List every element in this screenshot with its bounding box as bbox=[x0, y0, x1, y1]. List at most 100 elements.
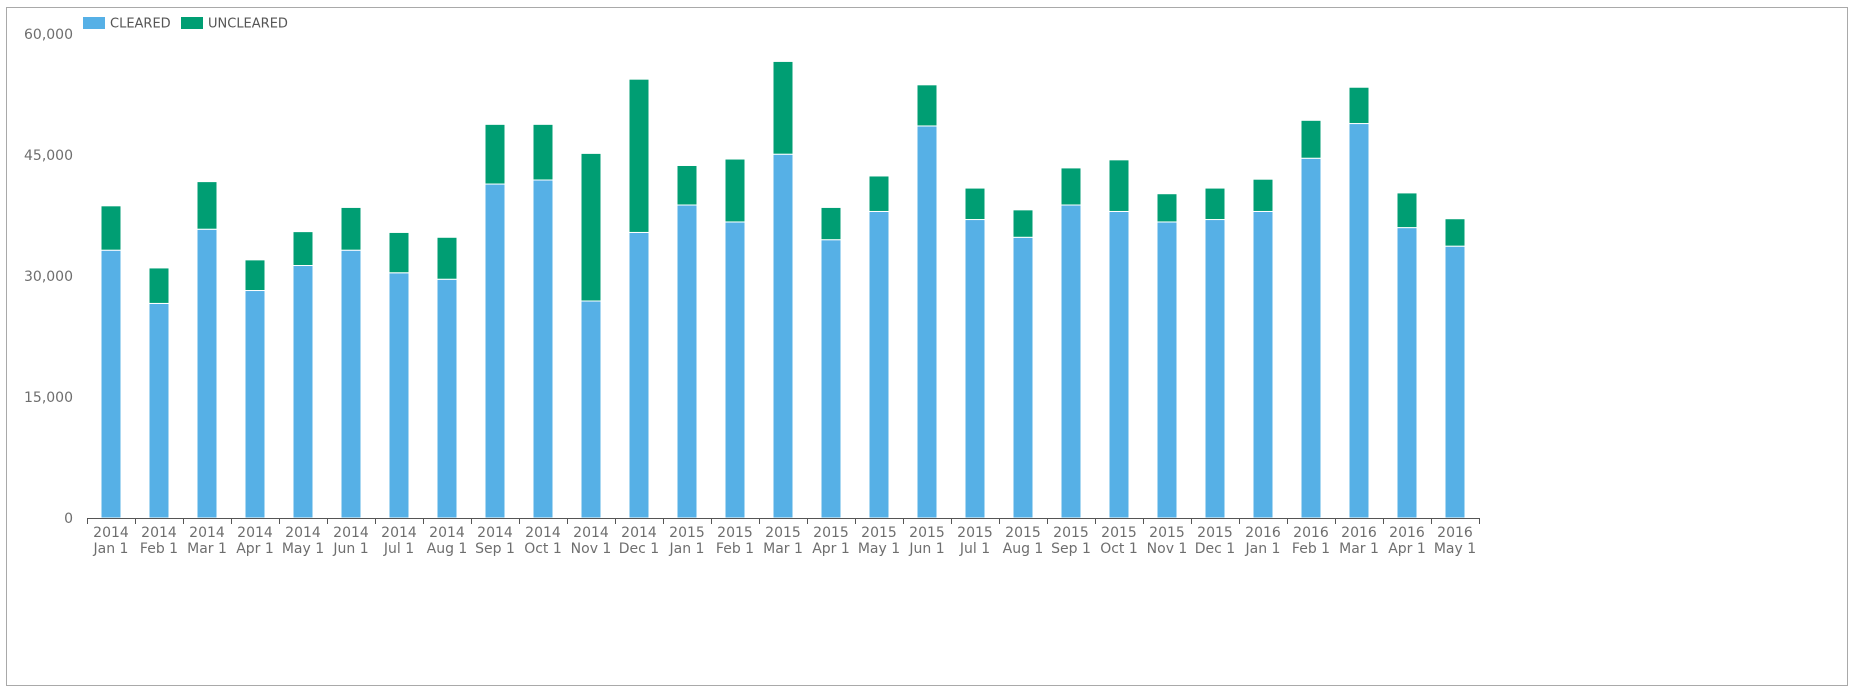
bar-segment-uncleared bbox=[1108, 159, 1130, 212]
bar-segment-cleared bbox=[1300, 157, 1322, 519]
x-tick-label-year: 2015 bbox=[1005, 525, 1041, 541]
bar-segment-uncleared bbox=[1012, 209, 1034, 238]
x-tick-label-date: May 1 bbox=[1434, 541, 1476, 557]
x-tick-label-date: Feb 1 bbox=[716, 541, 754, 557]
x-tick-label-year: 2014 bbox=[333, 525, 369, 541]
x-tick-label-year: 2015 bbox=[861, 525, 897, 541]
bar-segment-uncleared bbox=[388, 231, 410, 274]
x-tick-label-year: 2015 bbox=[813, 525, 849, 541]
x-tick-label-date: Mar 1 bbox=[1339, 541, 1379, 557]
bar-segment-uncleared bbox=[340, 206, 362, 251]
bar-segment-uncleared bbox=[148, 267, 170, 304]
x-tick-label-year: 2016 bbox=[1437, 525, 1473, 541]
bar-segment-uncleared bbox=[1156, 193, 1178, 223]
x-tick-label-year: 2016 bbox=[1245, 525, 1281, 541]
x-tick-label-year: 2016 bbox=[1389, 525, 1425, 541]
x-tick-label-date: Dec 1 bbox=[619, 541, 659, 557]
x-tick-label-date: Apr 1 bbox=[812, 541, 850, 557]
x-tick-label-year: 2014 bbox=[285, 525, 321, 541]
bar-segment-uncleared bbox=[1060, 167, 1082, 206]
bar-segment-uncleared bbox=[1252, 178, 1274, 212]
bar-segment-cleared bbox=[148, 302, 170, 519]
x-tick-label-year: 2015 bbox=[1149, 525, 1185, 541]
y-tick-label: 30,000 bbox=[24, 269, 73, 285]
x-tick-label-year: 2015 bbox=[1197, 525, 1233, 541]
x-tick-label-year: 2014 bbox=[237, 525, 273, 541]
y-tick-label: 15,000 bbox=[24, 390, 73, 406]
x-tick-label-year: 2014 bbox=[189, 525, 225, 541]
x-tick-label-date: Jul 1 bbox=[959, 541, 990, 557]
bar-segment-uncleared bbox=[436, 236, 458, 280]
x-tick-label-year: 2014 bbox=[141, 525, 177, 541]
x-tick-label-date: Apr 1 bbox=[236, 541, 274, 557]
bar-segment-cleared bbox=[676, 204, 698, 519]
bar-segment-cleared bbox=[1252, 210, 1274, 519]
x-tick-label-date: Jan 1 bbox=[93, 541, 129, 557]
bar-segment-cleared bbox=[1156, 221, 1178, 519]
x-tick-label-date: Sep 1 bbox=[1051, 541, 1091, 557]
x-tick-label-date: Apr 1 bbox=[1388, 541, 1426, 557]
x-tick-label-year: 2014 bbox=[381, 525, 417, 541]
x-tick-label-year: 2014 bbox=[93, 525, 129, 541]
x-tick-label-date: Jul 1 bbox=[383, 541, 414, 557]
x-tick-label-date: Nov 1 bbox=[571, 541, 612, 557]
y-tick-label: 45,000 bbox=[24, 148, 73, 164]
bar-segment-uncleared bbox=[964, 187, 986, 221]
x-tick-label-date: Sep 1 bbox=[475, 541, 515, 557]
bar-segment-uncleared bbox=[1204, 187, 1226, 221]
bar-segment-cleared bbox=[100, 249, 122, 519]
y-axis: 0 15,000 30,000 45,000 60,000 bbox=[24, 27, 73, 527]
x-tick-label-date: May 1 bbox=[282, 541, 324, 557]
bar-segment-uncleared bbox=[676, 164, 698, 206]
x-tick-label-date: Mar 1 bbox=[187, 541, 227, 557]
x-tick-label-date: Jan 1 bbox=[669, 541, 705, 557]
bar-segment-uncleared bbox=[1348, 86, 1370, 125]
x-tick-label-date: Oct 1 bbox=[524, 541, 562, 557]
bar-segment-uncleared bbox=[1444, 218, 1466, 247]
bar-segment-uncleared bbox=[100, 205, 122, 251]
bar-segment-uncleared bbox=[1396, 192, 1418, 229]
bar-segment-cleared bbox=[772, 153, 794, 519]
bar-segment-cleared bbox=[436, 278, 458, 519]
bar-segment-cleared bbox=[964, 219, 986, 519]
x-tick-label-year: 2015 bbox=[669, 525, 705, 541]
bar-segment-uncleared bbox=[868, 175, 890, 212]
y-tick-label: 0 bbox=[64, 511, 73, 527]
bar-segment-cleared bbox=[916, 125, 938, 519]
bar-segment-cleared bbox=[244, 290, 266, 519]
x-tick-label-year: 2015 bbox=[1101, 525, 1137, 541]
bar-segment-uncleared bbox=[484, 123, 506, 185]
bar-segment-cleared bbox=[292, 265, 314, 519]
x-tick-label-year: 2015 bbox=[1053, 525, 1089, 541]
x-tick-label-year: 2015 bbox=[765, 525, 801, 541]
x-tick-label-year: 2014 bbox=[477, 525, 513, 541]
bar-segment-uncleared bbox=[916, 84, 938, 127]
stacked-bar-chart: CLEARED UNCLEARED 0 15,000 30,000 45,000 60,0… bbox=[24, 17, 1480, 557]
bar-segment-uncleared bbox=[196, 181, 218, 230]
bar-segment-cleared bbox=[1012, 236, 1034, 519]
bar-segment-cleared bbox=[1444, 245, 1466, 519]
x-tick-label-date: Aug 1 bbox=[427, 541, 468, 557]
x-tick-label-date: Jan 1 bbox=[1245, 541, 1281, 557]
bar-segment-cleared bbox=[532, 179, 554, 519]
x-tick-label-year: 2014 bbox=[429, 525, 465, 541]
bar-segment-cleared bbox=[820, 239, 842, 519]
bar-segment-uncleared bbox=[628, 78, 650, 233]
x-tick-label-date: May 1 bbox=[858, 541, 900, 557]
x-tick-label-date: Feb 1 bbox=[140, 541, 178, 557]
bar-segment-cleared bbox=[1396, 227, 1418, 519]
bar-segment-cleared bbox=[868, 210, 890, 519]
bar-segment-cleared bbox=[628, 231, 650, 519]
x-tick-label-date: Jun 1 bbox=[332, 541, 368, 557]
chart-frame: CLEARED UNCLEARED 0 15,000 30,000 45,000 60,0… bbox=[6, 7, 1848, 686]
x-tick-label-date: Nov 1 bbox=[1147, 541, 1188, 557]
x-tick-label-year: 2016 bbox=[1293, 525, 1329, 541]
bar-segment-cleared bbox=[1060, 204, 1082, 519]
bar-segment-cleared bbox=[1348, 123, 1370, 519]
bar-segment-cleared bbox=[724, 221, 746, 519]
legend-swatch-cleared bbox=[83, 17, 105, 29]
bar-segment-uncleared bbox=[1300, 119, 1322, 159]
bars bbox=[100, 60, 1466, 519]
x-tick-label-year: 2015 bbox=[957, 525, 993, 541]
